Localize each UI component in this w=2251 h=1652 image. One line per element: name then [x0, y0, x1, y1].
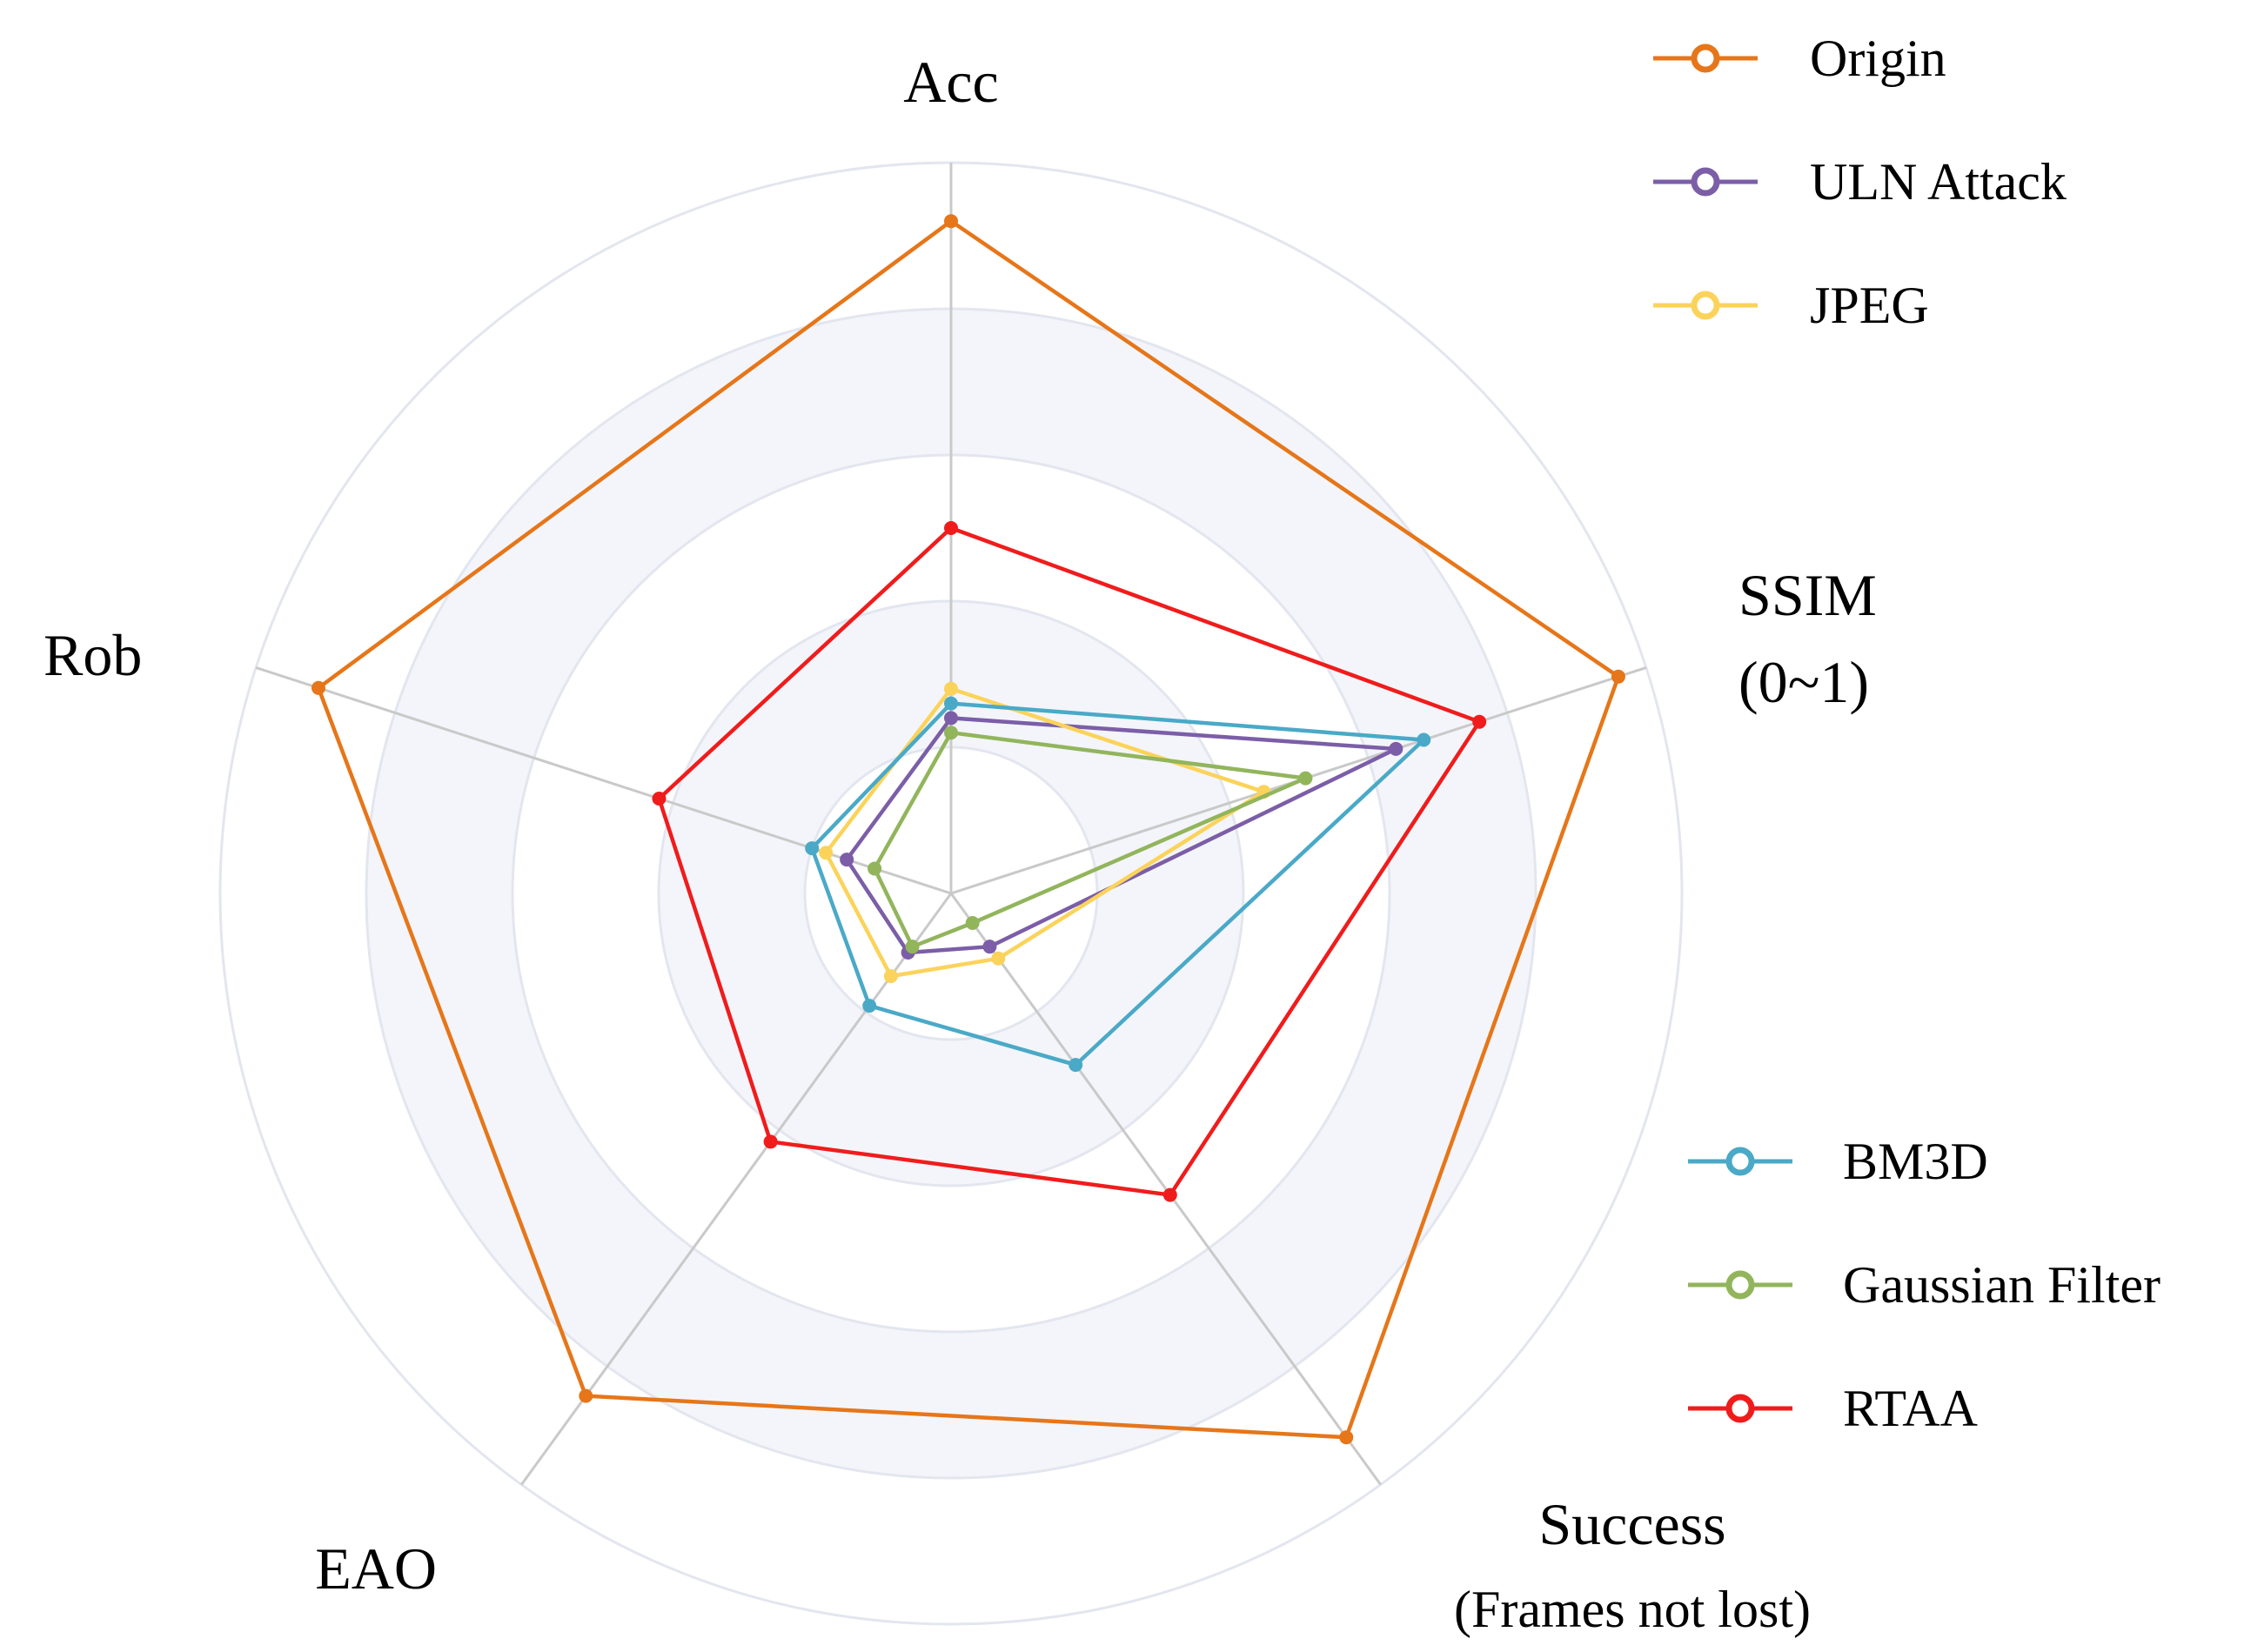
legend-group-top-right: Origin ULN Attack JPEG [1653, 30, 2067, 334]
point-rtaa-acc [944, 521, 958, 535]
axis-spoke-eao [520, 893, 953, 1486]
point-uln-attack-acc [944, 711, 958, 726]
point-gaussian-filter-acc [944, 726, 958, 740]
legend-swatch-marker-gaussian-filter [1725, 1270, 1755, 1300]
legend-item-uln-attack[interactable]: ULN Attack [1653, 153, 2067, 211]
point-origin-ssim-0-1 [1611, 669, 1625, 684]
axis-label-line-ssim-0-1-1: SSIM [1738, 562, 1877, 628]
axis-label-line-success-frames-not-lost-2: (Frames not lost) [1454, 1581, 1811, 1638]
series-uln-attack [840, 711, 1404, 960]
legend-label-uln-attack: ULN Attack [1810, 153, 2067, 211]
legend-item-origin[interactable]: Origin [1653, 30, 1946, 87]
legend-item-bm3d[interactable]: BM3D [1688, 1133, 1988, 1190]
legend-label-rtaa: RTAA [1843, 1380, 1978, 1437]
point-jpeg-rob [819, 846, 834, 860]
axis-label-line-rob-1: Rob [44, 622, 142, 688]
legend-label-jpeg: JPEG [1810, 277, 1929, 334]
legend: Origin ULN Attack JPEG BM3D Gaussian Filter R… [1653, 30, 2161, 1437]
axis-spoke-success-frames-not-lost [949, 893, 1382, 1486]
series-line-gaussian-filter [872, 730, 1313, 950]
axis-label-line-ssim-0-1-2: (0~1) [1738, 649, 1869, 715]
legend-item-gaussian-filter[interactable]: Gaussian Filter [1688, 1256, 2161, 1314]
series-rtaa [652, 521, 1487, 1202]
legend-swatch-marker-uln-attack [1691, 167, 1720, 197]
point-bm3d-rob [805, 841, 820, 856]
ring-bands [366, 309, 1536, 1478]
legend-item-rtaa[interactable]: RTAA [1688, 1380, 1978, 1437]
legend-swatch-marker-origin [1691, 43, 1720, 73]
axis-label-eao: EAO [315, 1535, 437, 1602]
series-line-bm3d [809, 701, 1429, 1067]
series-line-origin [316, 218, 1621, 1440]
series-jpeg [819, 681, 1271, 984]
point-jpeg-eao [883, 969, 898, 984]
series-line-jpeg [823, 686, 1269, 979]
point-gaussian-filter-eao [905, 940, 920, 954]
point-origin-acc [944, 214, 958, 229]
point-rtaa-ssim-0-1 [1472, 714, 1487, 729]
axis-label-success-frames-not-lost: Success (Frames not lost) [1454, 1491, 1811, 1638]
axis-label-acc: Acc [903, 49, 998, 115]
axis-label-ssim-0-1: SSIM (0~1) [1738, 562, 1877, 715]
point-origin-rob [312, 680, 326, 695]
series-line-uln-attack [844, 716, 1404, 955]
axis-labels: Acc SSIM (0~1) Success (Frames not lost) EAO R… [44, 49, 1877, 1638]
legend-group-bottom-right: BM3D Gaussian Filter RTAA [1688, 1133, 2161, 1437]
legend-label-gaussian-filter: Gaussian Filter [1843, 1256, 2161, 1314]
point-gaussian-filter-ssim-0-1 [1298, 771, 1313, 786]
legend-swatch-marker-rtaa [1725, 1394, 1755, 1423]
point-bm3d-success-frames-not-lost [1069, 1058, 1083, 1073]
series-bm3d [805, 696, 1431, 1073]
point-gaussian-filter-success-frames-not-lost [965, 915, 980, 930]
point-rtaa-success-frames-not-lost [1162, 1187, 1177, 1202]
point-jpeg-acc [944, 681, 958, 696]
point-rtaa-rob [652, 791, 667, 806]
point-uln-attack-ssim-0-1 [1389, 741, 1404, 756]
legend-label-origin: Origin [1810, 30, 1946, 87]
series-origin [312, 214, 1625, 1445]
point-rtaa-eao [763, 1134, 778, 1149]
axis-label-rob: Rob [44, 622, 142, 688]
data-series [312, 214, 1625, 1445]
legend-item-jpeg[interactable]: JPEG [1653, 277, 1929, 334]
legend-swatch-marker-jpeg [1691, 291, 1720, 320]
axis-spoke-rob [255, 665, 952, 895]
point-bm3d-ssim-0-1 [1417, 732, 1431, 747]
axis-label-line-eao-1: EAO [315, 1535, 437, 1602]
legend-swatch-marker-bm3d [1725, 1147, 1755, 1176]
point-uln-attack-success-frames-not-lost [982, 940, 997, 954]
point-gaussian-filter-rob [868, 861, 882, 876]
point-bm3d-eao [862, 999, 877, 1013]
point-origin-eao [579, 1388, 593, 1403]
point-uln-attack-rob [840, 853, 854, 867]
axis-label-line-acc-1: Acc [903, 49, 998, 115]
ring-band-1 [659, 601, 1243, 1186]
series-gaussian-filter [868, 726, 1313, 954]
axis-label-line-success-frames-not-lost-1: Success [1538, 1491, 1725, 1557]
point-origin-success-frames-not-lost [1339, 1430, 1354, 1445]
legend-label-bm3d: BM3D [1843, 1133, 1988, 1190]
point-jpeg-success-frames-not-lost [991, 951, 1006, 966]
series-line-rtaa [656, 525, 1483, 1198]
point-bm3d-acc [944, 696, 958, 711]
